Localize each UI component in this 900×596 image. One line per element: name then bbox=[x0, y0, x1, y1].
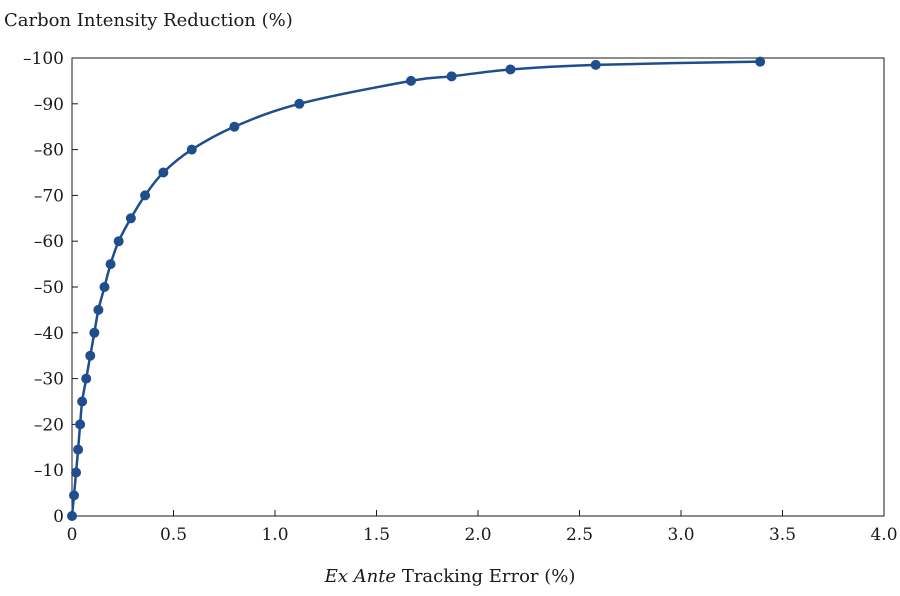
x-axis-title-rest: Tracking Error (%) bbox=[396, 566, 576, 587]
y-tick-label: –80 bbox=[34, 141, 64, 161]
data-point bbox=[67, 511, 77, 521]
x-tick-label: 0 bbox=[67, 525, 78, 545]
data-point bbox=[75, 419, 86, 430]
data-point bbox=[446, 71, 457, 82]
data-point bbox=[81, 373, 92, 384]
data-point bbox=[105, 259, 116, 270]
y-tick-label: –50 bbox=[34, 278, 64, 298]
data-point bbox=[229, 121, 240, 132]
data-point bbox=[590, 59, 601, 70]
plot-frame bbox=[71, 57, 885, 517]
y-tick-label: –60 bbox=[34, 232, 64, 252]
y-tick-label: –10 bbox=[34, 461, 64, 481]
data-point bbox=[406, 75, 417, 86]
data-point bbox=[77, 396, 88, 407]
data-point bbox=[69, 490, 80, 501]
x-axis-title-italic: Ex Ante bbox=[324, 566, 397, 587]
x-tick-label: 1.0 bbox=[261, 525, 288, 545]
y-axis-title: Carbon Intensity Reduction (%) bbox=[4, 10, 293, 31]
x-tick-label: 2.0 bbox=[464, 525, 491, 545]
y-tick-label: –100 bbox=[23, 49, 64, 69]
data-point bbox=[71, 467, 82, 478]
series-points bbox=[67, 56, 766, 521]
x-tick-label: 4.0 bbox=[870, 525, 897, 545]
data-point bbox=[158, 167, 169, 178]
series-line bbox=[70, 60, 761, 517]
x-tick-label: 2.5 bbox=[566, 525, 593, 545]
x-axis: 0 0.5 1.0 1.5 2.0 2.5 3.0 3.5 4.0 bbox=[67, 510, 898, 545]
y-tick-label: 0 bbox=[53, 507, 64, 527]
y-axis: 0 –10 –20 –30 –40 –50 –60 –70 –80 –90 –100 bbox=[23, 49, 78, 527]
y-tick-label: –20 bbox=[34, 415, 64, 435]
x-tick-label: 1.5 bbox=[363, 525, 390, 545]
data-point bbox=[99, 282, 110, 292]
x-axis-title: Ex Ante Tracking Error (%) bbox=[0, 566, 900, 587]
x-tick-label: 0.5 bbox=[160, 525, 187, 545]
data-point bbox=[89, 327, 100, 338]
data-point bbox=[505, 64, 516, 75]
data-point bbox=[186, 144, 197, 155]
data-point bbox=[113, 236, 124, 247]
data-point bbox=[755, 56, 766, 67]
y-tick-label: –90 bbox=[34, 95, 64, 115]
data-point bbox=[85, 350, 96, 361]
data-point bbox=[73, 444, 84, 455]
y-tick-label: –40 bbox=[34, 324, 64, 344]
y-tick-label: –70 bbox=[34, 186, 64, 206]
x-tick-label: 3.5 bbox=[769, 525, 796, 545]
data-point bbox=[125, 213, 136, 224]
data-point bbox=[294, 98, 305, 109]
y-tick-label: –30 bbox=[34, 370, 64, 390]
x-tick-label: 3.0 bbox=[667, 525, 694, 545]
data-point bbox=[93, 304, 104, 315]
data-point bbox=[140, 190, 151, 201]
